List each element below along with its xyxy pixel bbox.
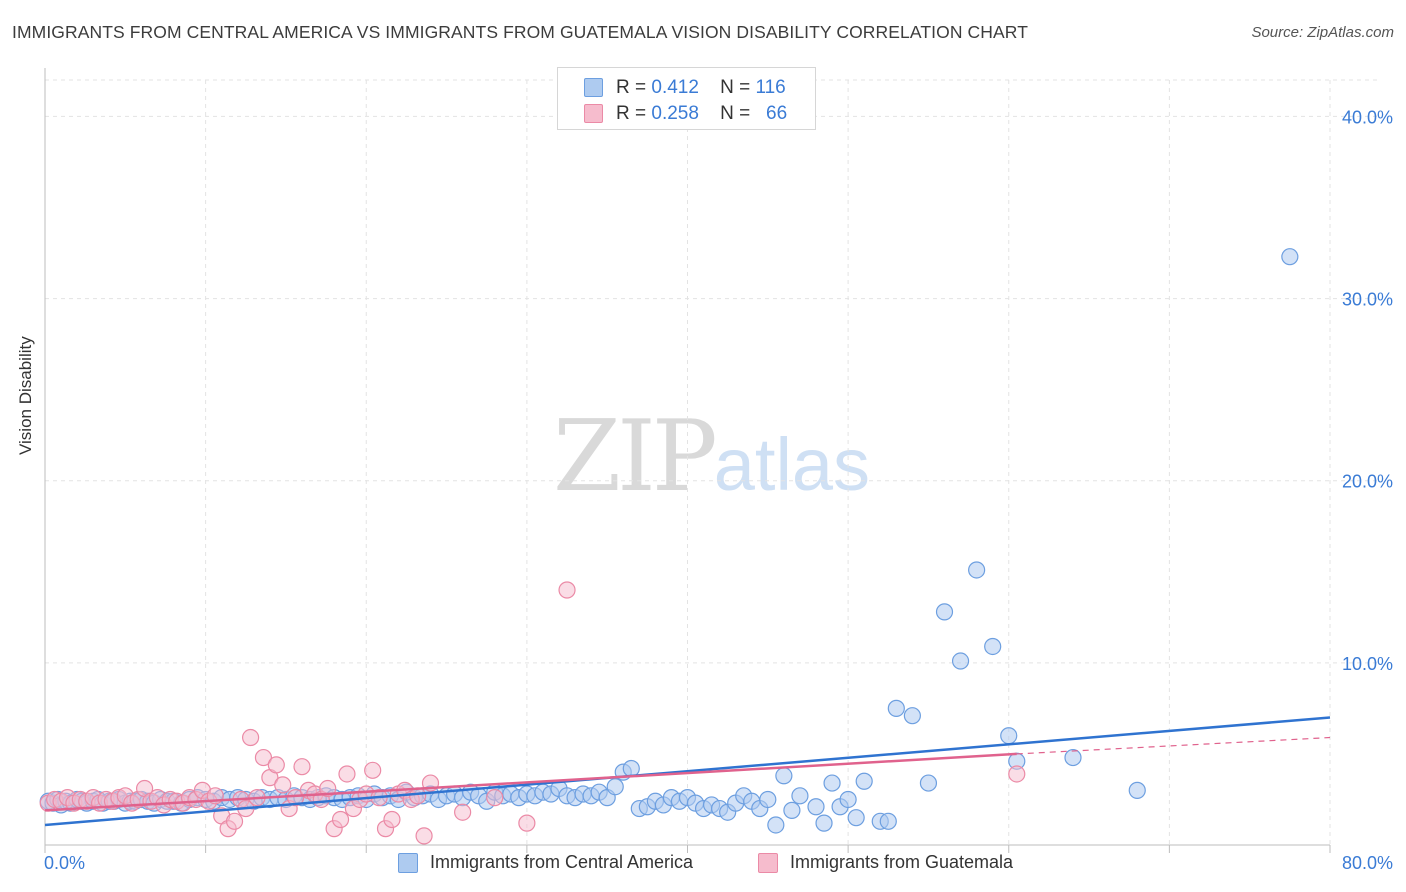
correlation-legend: R = 0.412 N = 116 R = 0.258 N = 66	[557, 67, 816, 130]
bottom-legend-swatch-blue	[398, 852, 418, 873]
legend-r-label: R =	[616, 103, 647, 124]
legend-n-value: 66	[766, 103, 788, 124]
chart-title: IMMIGRANTS FROM CENTRAL AMERICA VS IMMIG…	[12, 22, 1028, 42]
data-point-guatemala	[286, 789, 305, 807]
data-point-central-america	[984, 637, 1002, 656]
data-point-guatemala	[225, 812, 244, 830]
data-point-guatemala	[267, 756, 285, 774]
data-point-central-america	[903, 707, 921, 725]
legend-n-label: N =	[720, 103, 751, 124]
data-point-central-america	[839, 790, 857, 809]
data-point-central-america	[1128, 781, 1146, 799]
data-point-central-america	[935, 603, 954, 621]
data-point-guatemala	[364, 761, 382, 779]
data-point-guatemala	[338, 765, 356, 783]
chart-source: Source: ZipAtlas.com	[1251, 24, 1394, 41]
data-point-guatemala	[254, 748, 273, 767]
data-point-guatemala	[242, 728, 260, 747]
y-tick-label: 30.0%	[1342, 290, 1393, 310]
y-tick-label: 10.0%	[1342, 654, 1393, 674]
data-point-central-america	[807, 798, 825, 816]
trend-line-central-america	[44, 716, 1331, 827]
bottom-legend-swatch-pink	[758, 852, 778, 873]
data-point-guatemala	[331, 810, 350, 829]
y-tick-label: 20.0%	[1342, 472, 1393, 492]
data-point-guatemala	[383, 810, 401, 829]
data-point-central-america	[759, 790, 777, 809]
trend-line-guatemala-extension	[1016, 736, 1331, 755]
legend-r-value: 0.258	[651, 103, 699, 124]
legend-swatch-blue	[584, 78, 603, 97]
data-point-central-america	[847, 809, 865, 827]
data-point-central-america	[823, 774, 841, 792]
bottom-legend-item-guatemala: Immigrants from Guatemala	[758, 852, 1013, 873]
bottom-legend-item-central-america: Immigrants from Central America	[398, 852, 693, 873]
legend-swatch-pink	[584, 104, 603, 123]
y-axis-label: Vision Disability	[16, 336, 35, 455]
data-point-guatemala	[1008, 765, 1026, 783]
data-point-central-america	[879, 812, 897, 830]
data-point-guatemala	[558, 581, 576, 599]
data-point-central-america	[783, 801, 801, 819]
legend-text: R = 0.258 N = 66	[616, 103, 787, 125]
x-tick-label: 0.0%	[44, 853, 85, 873]
data-point-central-america	[951, 652, 970, 670]
data-point-guatemala	[293, 758, 311, 776]
legend-n-value: 116	[755, 77, 786, 98]
data-point-guatemala	[486, 789, 504, 807]
data-point-guatemala	[454, 803, 472, 821]
data-point-central-america	[775, 767, 793, 785]
bottom-legend-label: Immigrants from Guatemala	[790, 852, 1014, 872]
data-point-central-america	[887, 699, 905, 717]
data-point-central-america	[767, 816, 785, 834]
data-point-central-america	[606, 778, 624, 796]
data-point-central-america	[622, 759, 640, 778]
x-tick-label: 80.0%	[1342, 853, 1393, 873]
data-point-guatemala	[274, 776, 292, 794]
data-point-guatemala	[415, 827, 433, 845]
legend-r-label: R =	[616, 77, 647, 98]
y-tick-label: 40.0%	[1342, 107, 1393, 127]
data-point-central-america	[968, 561, 986, 579]
data-point-central-america	[1064, 748, 1082, 767]
legend-n-label: N =	[720, 77, 751, 98]
data-point-central-america	[855, 772, 873, 790]
legend-r-value: 0.412	[651, 77, 699, 98]
data-point-central-america	[1281, 248, 1299, 266]
data-point-central-america	[815, 814, 833, 832]
trend-line-guatemala	[44, 752, 1017, 812]
data-point-central-america	[919, 774, 938, 792]
data-point-central-america	[1000, 727, 1018, 745]
bottom-legend-label: Immigrants from Central America	[430, 852, 694, 872]
data-point-guatemala	[518, 814, 536, 832]
data-point-central-america	[791, 787, 809, 805]
legend-text: R = 0.412 N = 116	[616, 77, 786, 99]
